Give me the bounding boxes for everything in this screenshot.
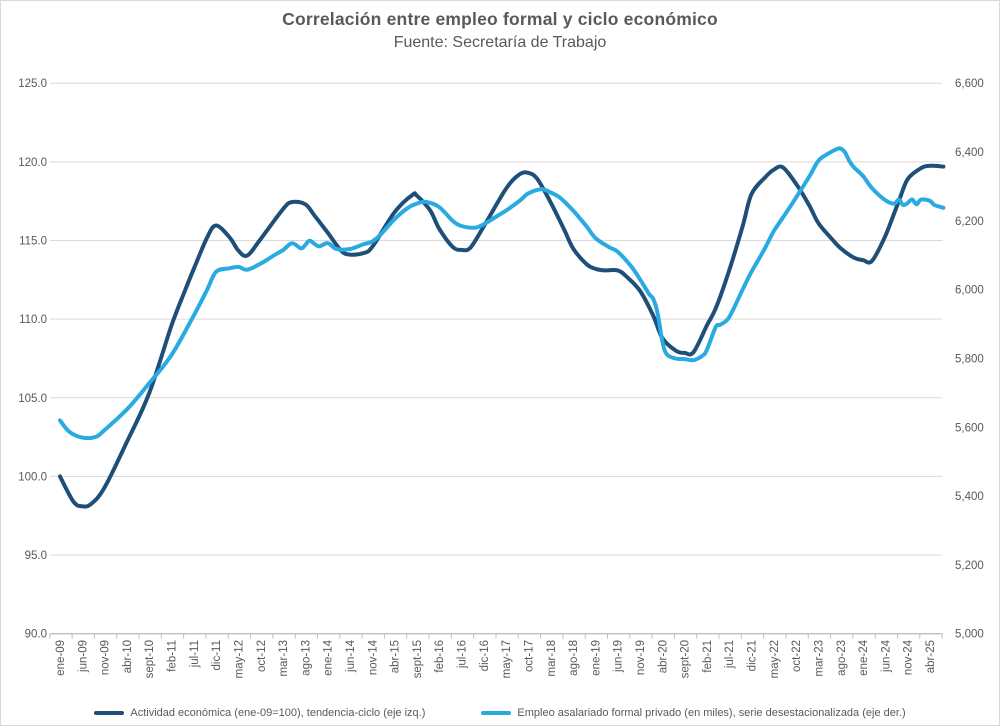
x-axis-tick-label: jul-21 <box>724 640 736 669</box>
x-axis-tick-label: dic-11 <box>211 640 223 670</box>
x-axis-tick-label: sept-20 <box>680 640 692 678</box>
series-line-empleo <box>58 146 946 441</box>
right-axis-tick-label: 6,600 <box>955 78 984 90</box>
left-axis-tick-label: 120.0 <box>18 157 47 169</box>
x-axis-tick-label: nov-09 <box>100 640 112 675</box>
legend-label: Empleo asalariado formal privado (en mil… <box>517 707 906 719</box>
series-line-actividad <box>58 163 946 509</box>
x-axis-tick-label: jun-19 <box>613 640 625 673</box>
left-axis-tick-label: 90.0 <box>25 629 47 641</box>
right-axis-tick-label: 6,000 <box>955 285 984 297</box>
x-axis-tick-label: abr-25 <box>925 640 937 673</box>
chart-subtitle: Fuente: Secretaría de Trabajo <box>393 34 607 51</box>
legend-swatch-dark-line <box>94 711 125 715</box>
x-axis-tick-label: oct-22 <box>791 640 803 672</box>
right-axis-tick-label: 6,400 <box>955 147 984 159</box>
legend-label: Actividad económica (ene-09=100), tenden… <box>130 707 426 719</box>
x-axis-tick-label: jul-11 <box>189 640 201 668</box>
right-axis-tick-label: 5,800 <box>955 353 984 365</box>
x-axis-tick-label: feb-11 <box>167 640 179 672</box>
x-axis-tick-label: jun-14 <box>345 639 357 673</box>
right-axis-tick-label: 5,600 <box>955 422 984 434</box>
x-axis-tick-label: sept-15 <box>412 640 424 678</box>
x-axis-tick-label: may-17 <box>501 640 513 678</box>
left-axis-tick-label: 95.0 <box>25 550 47 562</box>
x-axis-tick-label: ene-14 <box>323 639 335 675</box>
left-axis-tick-label: 125.0 <box>18 78 47 90</box>
x-axis-tick-label: mar-13 <box>278 640 290 676</box>
left-axis-tick-label: 105.0 <box>18 393 47 405</box>
right-axis-tick-label: 6,200 <box>955 216 984 228</box>
legend: Actividad económica (ene-09=100), tenden… <box>1 707 999 719</box>
left-axis-tick-label: 110.0 <box>19 314 47 326</box>
x-axis-tick-label: ago-13 <box>300 640 312 676</box>
x-axis-tick-label: oct-12 <box>256 640 268 672</box>
x-axis-tick-label: feb-16 <box>434 640 446 673</box>
x-axis-tick-label: abr-10 <box>122 640 134 673</box>
x-axis-tick-label: nov-19 <box>635 640 647 675</box>
x-axis-tick-label: feb-21 <box>702 640 714 673</box>
x-axis-tick-label: dic-16 <box>479 640 491 671</box>
right-axis-tick-label: 5,200 <box>955 560 984 572</box>
x-axis-tick-label: dic-21 <box>747 640 759 671</box>
legend-entry-actividad: Actividad económica (ene-09=100), tenden… <box>94 707 425 719</box>
x-axis-tick-label: ago-18 <box>568 640 580 676</box>
x-axis-tick-label: nov-24 <box>903 639 915 675</box>
x-axis-tick-label: ene-09 <box>55 640 67 676</box>
x-axis-tick-label: mar-18 <box>546 640 558 676</box>
x-axis-tick-label: abr-20 <box>657 640 669 673</box>
x-axis-tick-label: may-12 <box>233 640 245 678</box>
x-axis-tick-label: jul-16 <box>457 640 469 669</box>
x-axis-tick-label: nov-14 <box>367 639 379 675</box>
x-axis-tick-label: ago-23 <box>836 640 848 676</box>
left-axis-tick-label: 100.0 <box>18 471 47 483</box>
left-axis-tick-label: 115.0 <box>19 235 47 247</box>
x-axis-tick-label: ene-19 <box>590 640 602 676</box>
legend-entry-empleo: Empleo asalariado formal privado (en mil… <box>481 707 906 719</box>
x-axis-tick-label: mar-23 <box>813 640 825 676</box>
x-axis-tick-label: ene-24 <box>858 639 870 675</box>
x-axis-tick-label: oct-17 <box>523 640 535 672</box>
x-axis-tick-label: sept-10 <box>144 640 156 678</box>
x-axis-tick-label: abr-15 <box>390 640 402 673</box>
x-axis-tick-label: jun-24 <box>880 639 892 673</box>
chart-title: Correlación entre empleo formal y ciclo … <box>282 9 718 29</box>
legend-swatch-light-line <box>481 711 512 715</box>
x-axis-tick-label: may-22 <box>769 640 781 678</box>
x-axis-tick-label: jun-09 <box>77 640 89 673</box>
right-axis-tick-label: 5,400 <box>955 491 984 503</box>
right-axis-tick-label: 5,000 <box>955 629 984 641</box>
